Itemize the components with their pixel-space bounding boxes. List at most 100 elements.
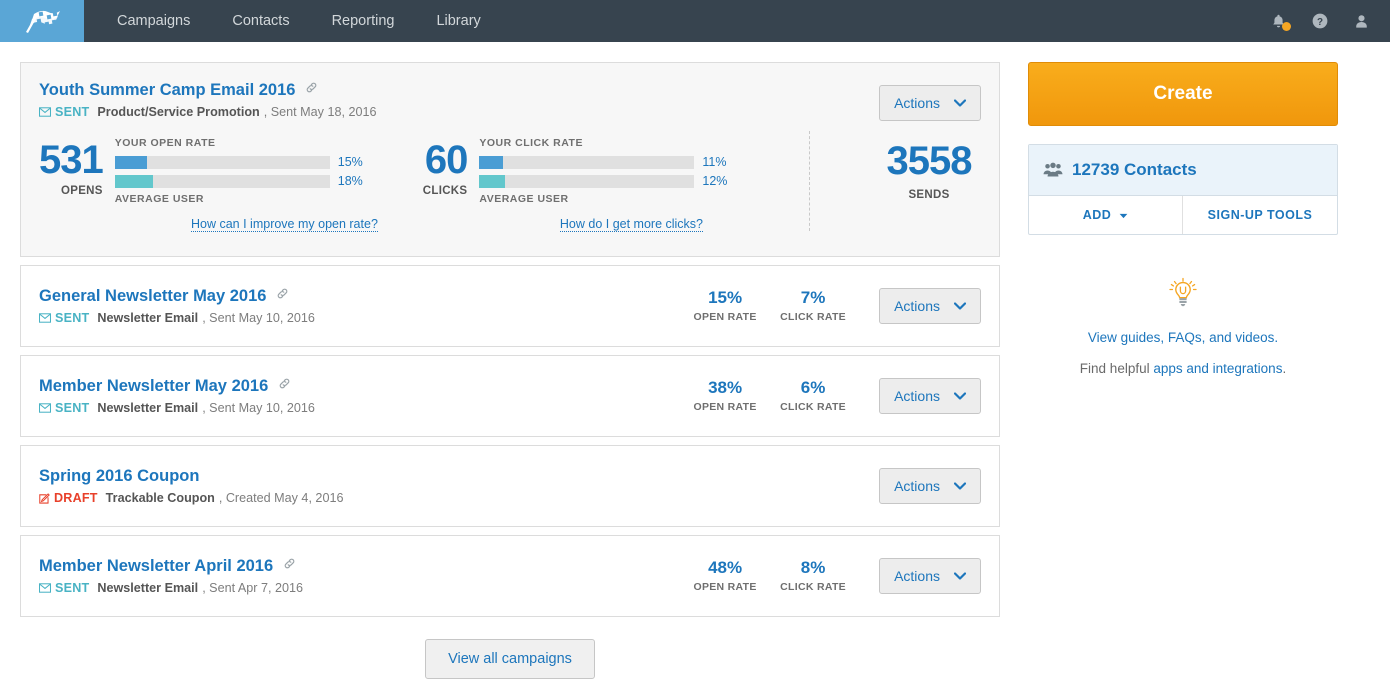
open-rate-label: OPEN RATE <box>693 400 757 413</box>
campaign-date: , Created May 4, 2016 <box>218 491 344 505</box>
average-user-caption: AVERAGE USER <box>114 193 204 205</box>
actions-button[interactable]: Actions <box>879 288 981 324</box>
featured-campaign-card: Youth Summer Camp Email 2016 SENT <box>20 62 1000 257</box>
nav-item-contacts[interactable]: Contacts <box>232 13 290 29</box>
campaign-row-stats: Actions <box>681 468 981 504</box>
link-chain-icon[interactable] <box>278 377 291 394</box>
main-nav-links: Campaigns Contacts Reporting Library <box>84 0 502 42</box>
click-rate-cell: 6% CLICK RATE <box>769 378 857 413</box>
clicks-value: 60 <box>424 138 468 182</box>
open-rate-label: OPEN RATE <box>693 580 757 593</box>
campaign-title[interactable]: Spring 2016 Coupon <box>39 467 200 485</box>
link-chain-icon[interactable] <box>276 287 289 304</box>
nav-item-campaigns[interactable]: Campaigns <box>117 13 191 29</box>
link-chain-icon[interactable] <box>283 557 296 574</box>
actions-button[interactable]: Actions <box>879 85 981 121</box>
your-click-rate-bar: 11% <box>479 155 727 169</box>
create-button[interactable]: Create <box>1028 62 1338 126</box>
sends-value: 3558 <box>886 139 973 183</box>
campaign-row-info: General Newsletter May 2016 SENT <box>39 287 681 325</box>
clicks-bars: YOUR CLICK RATE 11% 12% <box>479 135 727 205</box>
campaign-title[interactable]: Member Newsletter April 2016 <box>39 557 274 575</box>
campaign-row-info: Member Newsletter April 2016 SENT <box>39 557 681 595</box>
svg-text:?: ? <box>1317 17 1323 28</box>
view-guides-link[interactable]: View guides, FAQs, and videos. <box>1087 330 1279 345</box>
campaign-row-stats: 38% OPEN RATE 6% CLICK RATE Actions <box>681 378 981 414</box>
link-chain-icon[interactable] <box>305 81 318 98</box>
actions-label: Actions <box>894 568 940 584</box>
click-rate-label: CLICK RATE <box>780 400 846 413</box>
open-rate-cell: 15% OPEN RATE <box>681 288 769 322</box>
actions-button[interactable]: Actions <box>879 468 981 504</box>
status-text: SENT <box>55 581 90 595</box>
signup-tools-button[interactable]: SIGN-UP TOOLS <box>1207 208 1313 222</box>
add-contacts-dropdown[interactable]: ADD <box>1029 196 1183 234</box>
campaign-title[interactable]: Member Newsletter May 2016 <box>39 377 269 395</box>
opens-bars: YOUR OPEN RATE 15% 18% <box>114 135 363 205</box>
edit-pencil-icon <box>39 492 50 504</box>
sidebar: Create 12739 Contacts ADD <box>1028 62 1338 376</box>
actions-button[interactable]: Actions <box>879 378 981 414</box>
envelope-icon <box>39 107 51 117</box>
notification-badge <box>1282 21 1291 31</box>
user-account-icon[interactable] <box>1353 13 1370 30</box>
campaign-title[interactable]: General Newsletter May 2016 <box>39 287 267 305</box>
help-circle-icon[interactable]: ? <box>1311 12 1329 30</box>
contacts-panel-header[interactable]: 12739 Contacts <box>1029 145 1337 196</box>
featured-campaign-meta: SENT Product/Service Promotion , Sent Ma… <box>39 105 981 119</box>
campaign-date: , Sent May 10, 2016 <box>202 311 315 325</box>
actions-cell: Actions <box>879 468 981 504</box>
actions-label: Actions <box>894 298 940 314</box>
envelope-icon <box>39 583 51 593</box>
view-all-campaigns-button[interactable]: View all campaigns <box>425 639 595 679</box>
tips-section: View guides, FAQs, and videos. Find help… <box>1028 277 1338 376</box>
status-text: SENT <box>55 401 90 415</box>
campaign-row-meta: DRAFT Trackable Coupon , Created May 4, … <box>39 491 681 505</box>
bar-fill-average <box>114 174 154 188</box>
actions-button[interactable]: Actions <box>879 558 981 594</box>
actions-label: Actions <box>894 478 940 494</box>
click-rate-label: CLICK RATE <box>780 310 846 323</box>
opens-stat-block: 531 OPENS YOUR OPEN RATE 15% <box>39 135 363 205</box>
actions-cell: Actions <box>879 558 981 594</box>
campaign-row-meta: SENT Newsletter Email , Sent May 10, 201… <box>39 401 681 415</box>
open-rate-value: 38% <box>708 378 743 398</box>
get-more-clicks-link[interactable]: How do I get more clicks? <box>559 217 703 232</box>
status-badge-draft: DRAFT <box>39 491 98 505</box>
flag-logo-icon <box>26 10 60 33</box>
campaign-row-meta: SENT Newsletter Email , Sent Apr 7, 2016 <box>39 581 681 595</box>
featured-campaign-title[interactable]: Youth Summer Camp Email 2016 <box>39 81 296 99</box>
add-label: ADD <box>1082 208 1112 222</box>
your-open-rate-bar: 15% <box>114 155 363 169</box>
bar-track <box>114 155 330 169</box>
apps-integrations-link[interactable]: apps and integrations <box>1153 361 1283 376</box>
nav-item-reporting[interactable]: Reporting <box>331 13 395 29</box>
view-all-wrapper: View all campaigns <box>20 639 1000 679</box>
status-text: SENT <box>55 311 90 325</box>
clicks-stat-block: 60 CLICKS YOUR CLICK RATE 11% <box>423 135 728 205</box>
your-click-rate-caption: YOUR CLICK RATE <box>479 137 583 149</box>
nav-right-icons: ? <box>1270 0 1390 42</box>
chevron-down-icon <box>954 572 966 580</box>
nav-item-library[interactable]: Library <box>436 13 481 29</box>
campaign-list-column: Youth Summer Camp Email 2016 SENT <box>20 62 1000 679</box>
click-rate-cell: 7% CLICK RATE <box>769 288 857 323</box>
contacts-panel: 12739 Contacts ADD SIGN-UP TOOLS <box>1028 144 1338 235</box>
campaign-row-stats: 48% OPEN RATE 8% CLICK RATE Actions <box>681 558 981 594</box>
campaign-row: Member Newsletter May 2016 SENT <box>20 355 1000 437</box>
click-rate-label: CLICK RATE <box>780 580 846 593</box>
improve-open-rate-link[interactable]: How can I improve my open rate? <box>191 217 378 232</box>
notifications-bell-icon[interactable] <box>1270 13 1291 31</box>
status-text: DRAFT <box>54 491 98 505</box>
people-group-icon <box>1043 162 1063 177</box>
sends-stat-block: 3558 SENDS <box>839 141 1019 201</box>
page-body: Youth Summer Camp Email 2016 SENT <box>0 42 1390 679</box>
app-logo[interactable] <box>0 0 84 42</box>
your-open-rate-value: 15% <box>337 155 363 169</box>
tips-apps-line: Find helpful apps and integrations. <box>1028 361 1338 376</box>
campaign-type: Trackable Coupon <box>105 491 215 505</box>
find-helpful-prefix: Find helpful <box>1079 361 1154 376</box>
status-badge-sent: SENT <box>39 401 89 415</box>
click-rate-value: 8% <box>800 558 826 578</box>
open-rate-cell: 48% OPEN RATE <box>681 558 769 593</box>
